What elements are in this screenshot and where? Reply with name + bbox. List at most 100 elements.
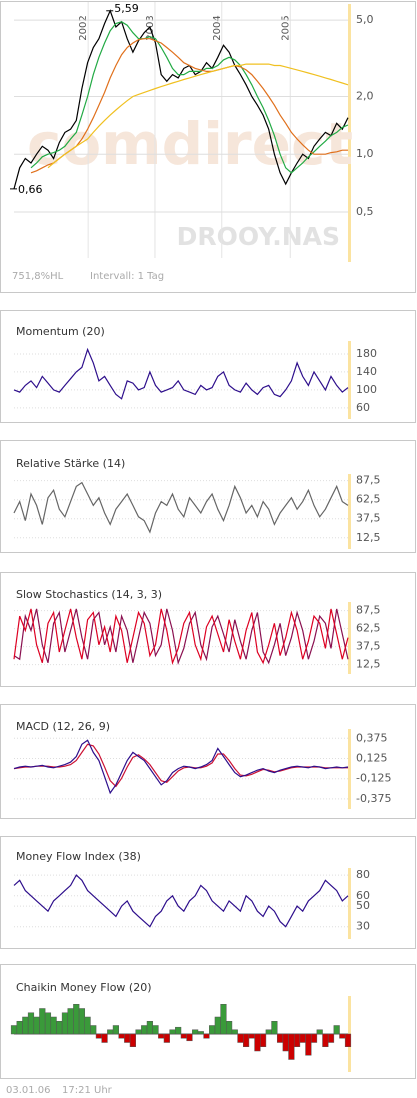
panel-title: Money Flow Index (38) <box>16 850 141 863</box>
y-tick-label: 140 <box>356 365 377 378</box>
bar <box>112 1025 119 1035</box>
panel <box>0 440 416 553</box>
series-line <box>13 9 349 190</box>
panel-title: Chaikin Money Flow (20) <box>16 981 152 994</box>
bar <box>237 1033 244 1043</box>
bar <box>95 1033 102 1039</box>
annotation: 0,66 <box>18 183 43 196</box>
y-tick-label: 0,125 <box>356 751 388 764</box>
series-line <box>13 874 349 928</box>
bar <box>305 1033 312 1056</box>
bar <box>152 1025 159 1035</box>
bar <box>209 1025 216 1035</box>
bar <box>90 1025 97 1035</box>
bar <box>339 1033 346 1039</box>
bar <box>78 1008 86 1035</box>
series-line <box>13 743 348 788</box>
bar <box>84 1016 91 1035</box>
bar <box>33 1016 40 1035</box>
series-line <box>30 38 348 174</box>
bar <box>197 1031 204 1035</box>
annotation: 5,59 <box>114 2 139 15</box>
bar <box>344 1033 352 1047</box>
bar <box>10 1025 18 1035</box>
bar <box>288 1033 295 1060</box>
bar <box>67 1008 74 1035</box>
bar <box>101 1033 108 1043</box>
axis-band <box>348 729 351 809</box>
date: 03.01.06 <box>6 1085 51 1096</box>
y-tick-label: 12,5 <box>356 658 381 671</box>
y-tick-label: 100 <box>356 383 377 396</box>
bar <box>22 1016 29 1035</box>
series-line <box>13 347 349 400</box>
bar <box>220 1004 227 1035</box>
time: 17:21 Uhr <box>62 1085 113 1096</box>
bar <box>118 1033 125 1039</box>
bar <box>322 1033 329 1047</box>
bar <box>50 1016 57 1035</box>
y-tick-label: 1,0 <box>356 147 374 160</box>
y-tick-label: 87,5 <box>356 604 381 617</box>
bar <box>124 1033 131 1043</box>
bar <box>254 1033 261 1052</box>
bar <box>282 1033 289 1052</box>
axis-band <box>348 868 351 939</box>
bar <box>44 1012 52 1035</box>
bar <box>107 1029 114 1035</box>
panel-title: Momentum (20) <box>16 325 105 338</box>
series-line <box>30 21 349 174</box>
y-tick-label: 12,5 <box>356 531 381 544</box>
panel <box>0 310 416 423</box>
y-tick-label: 2,0 <box>356 89 374 102</box>
y-tick-label: 30 <box>356 920 370 933</box>
bar <box>333 1025 340 1035</box>
bar <box>180 1033 187 1039</box>
bar <box>56 1021 63 1035</box>
series-line <box>47 63 349 169</box>
bar <box>293 1033 301 1047</box>
y-tick-label: 60 <box>356 401 370 414</box>
bar <box>129 1033 136 1047</box>
bar <box>141 1025 148 1035</box>
y-tick-label: 87,5 <box>356 474 381 487</box>
x-tick-label: 2005 <box>280 15 291 40</box>
bar <box>175 1026 182 1035</box>
y-tick-label: 5,0 <box>356 13 374 26</box>
y-tick-label: 180 <box>356 347 377 360</box>
bar <box>226 1021 233 1035</box>
bar <box>16 1021 23 1035</box>
axis-band <box>348 4 351 262</box>
symbol: DROOY.NAS <box>177 222 340 251</box>
y-tick-label: 62,5 <box>356 622 381 635</box>
bar <box>158 1033 165 1039</box>
bar <box>248 1033 255 1039</box>
bar <box>163 1033 170 1043</box>
y-tick-label: 60 <box>356 889 370 902</box>
bar <box>214 1016 221 1035</box>
y-tick-label: 62,5 <box>356 493 381 506</box>
panel-title: Relative Stärke (14) <box>16 457 125 470</box>
panel-title: Slow Stochastics (14, 3, 3) <box>16 588 162 601</box>
bar <box>243 1033 250 1047</box>
series-line <box>13 608 349 665</box>
bar <box>310 1033 318 1043</box>
y-tick-label: -0,125 <box>356 772 391 785</box>
bar <box>39 1008 46 1035</box>
bar <box>27 1012 35 1035</box>
y-tick-label: 50 <box>356 899 370 912</box>
bar <box>146 1021 153 1035</box>
y-tick-label: 0,5 <box>356 205 374 218</box>
x-tick-label: 2004 <box>212 15 223 40</box>
bar <box>260 1033 267 1047</box>
y-tick-label: 37,5 <box>356 640 381 653</box>
bar <box>271 1021 278 1035</box>
bar <box>316 1029 323 1035</box>
bar <box>265 1029 272 1035</box>
bar <box>192 1029 199 1035</box>
panel-footer: Intervall: 1 Tag <box>90 271 164 282</box>
axis-band <box>348 602 351 674</box>
y-tick-label: 37,5 <box>356 512 381 525</box>
series-line <box>13 608 349 666</box>
